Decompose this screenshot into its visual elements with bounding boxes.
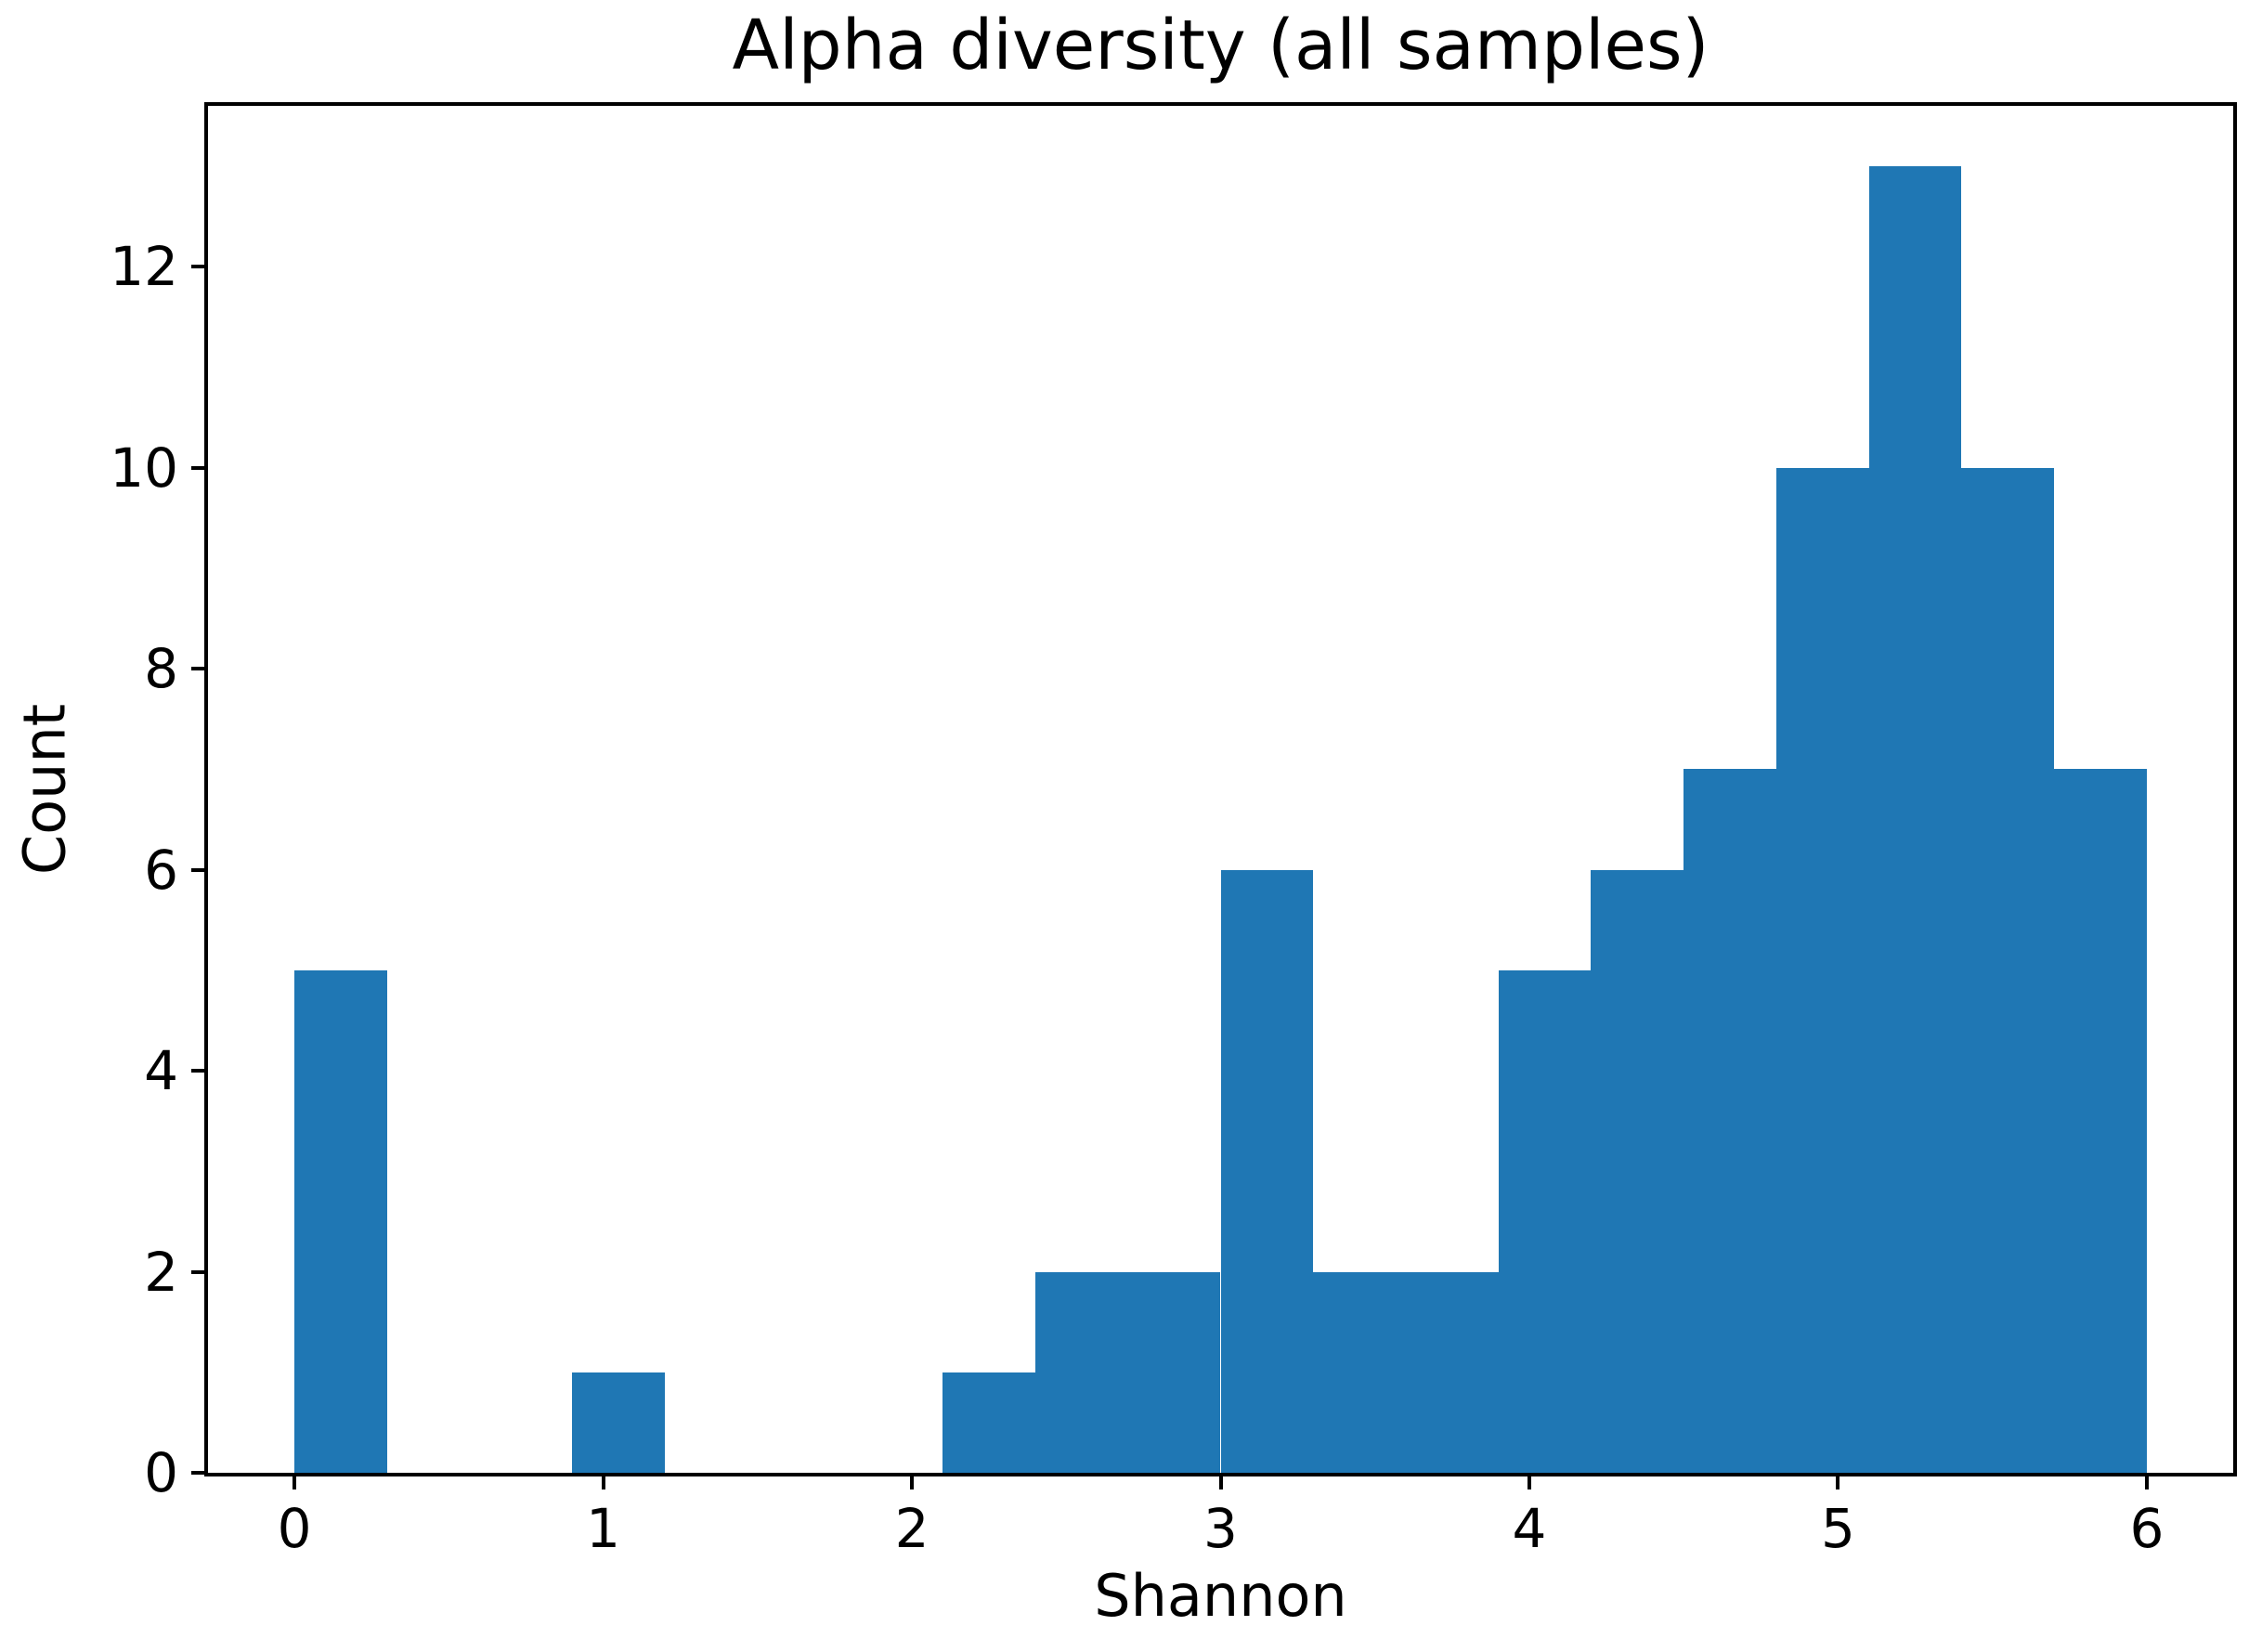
- x-tick: [601, 1473, 605, 1489]
- histogram-bar: [294, 969, 387, 1473]
- histogram-bar: [1405, 1271, 1499, 1473]
- histogram-bar: [1035, 1271, 1128, 1473]
- x-tick: [1218, 1473, 1223, 1489]
- x-tick: [292, 1473, 297, 1489]
- histogram-bar: [2054, 769, 2147, 1473]
- y-axis-label: Count: [10, 703, 79, 876]
- histogram-bar: [1127, 1271, 1221, 1473]
- x-tick: [1836, 1473, 1840, 1489]
- histogram-bar: [1775, 467, 1869, 1473]
- y-tick-label: 4: [144, 1039, 178, 1103]
- y-tick: [191, 867, 208, 872]
- x-axis-label: Shannon: [1094, 1562, 1347, 1630]
- y-tick: [191, 1069, 208, 1073]
- x-tick: [910, 1473, 915, 1489]
- histogram-bar: [1961, 467, 2055, 1473]
- x-tick-label: 4: [1512, 1497, 1547, 1560]
- y-tick-label: 6: [144, 838, 178, 902]
- histogram-bar: [1868, 165, 1962, 1473]
- y-tick-label: 8: [144, 637, 178, 701]
- histogram-bar: [1684, 769, 1776, 1473]
- x-tick-label: 5: [1820, 1497, 1855, 1560]
- y-tick: [191, 265, 208, 269]
- bars-layer: [208, 106, 2233, 1473]
- x-tick-label: 2: [894, 1497, 930, 1560]
- histogram-bar: [1220, 869, 1314, 1473]
- y-tick-label: 12: [110, 235, 178, 299]
- plot-area: 0 1 2 3 4 5 6 0 2 4 6 8 10 12: [110, 102, 2237, 1560]
- y-tick: [191, 465, 208, 470]
- chart-title: Alpha diversity (all samples): [732, 6, 1710, 85]
- y-tick: [191, 667, 208, 671]
- y-tick: [191, 1471, 208, 1475]
- histogram-bar: [1498, 969, 1592, 1473]
- ticks-layer: 0 1 2 3 4 5 6 0 2 4 6 8 10 12: [110, 106, 2233, 1560]
- histogram-bar: [1313, 1271, 1406, 1473]
- histogram-bar: [572, 1372, 666, 1473]
- x-tick-label: 6: [2129, 1497, 2164, 1560]
- y-tick-label: 2: [144, 1240, 178, 1304]
- histogram-bar: [1591, 869, 1684, 1473]
- x-tick-label: 3: [1203, 1497, 1238, 1560]
- x-tick-label: 1: [586, 1497, 620, 1560]
- x-tick: [1527, 1473, 1531, 1489]
- x-tick-label: 0: [277, 1497, 312, 1560]
- y-tick: [191, 1269, 208, 1274]
- y-tick-label: 10: [110, 436, 178, 500]
- x-tick: [2144, 1473, 2149, 1489]
- y-tick-label: 0: [144, 1441, 178, 1504]
- histogram-bar: [942, 1372, 1035, 1473]
